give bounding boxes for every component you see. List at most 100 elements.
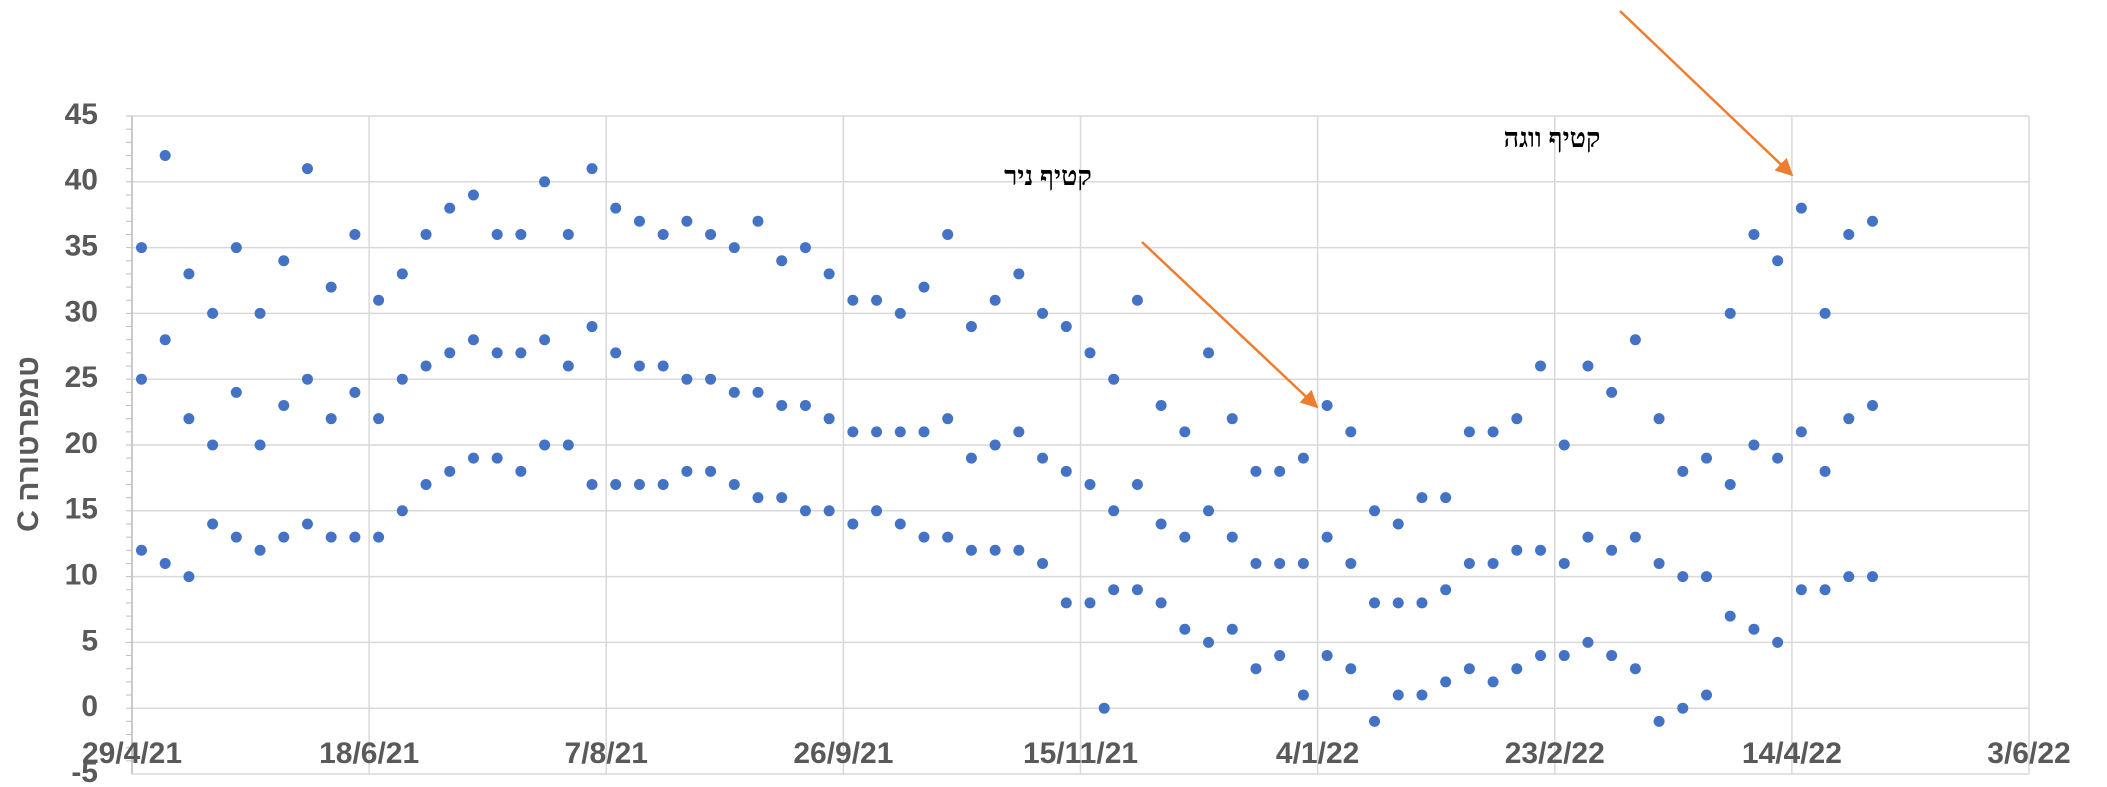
y-tick-label: 5 [81, 624, 98, 657]
y-tick-label: 25 [65, 361, 98, 394]
y-tick-label: 10 [65, 559, 98, 592]
point [894, 518, 906, 530]
point [705, 228, 717, 240]
point [1795, 426, 1807, 438]
point [1724, 478, 1736, 490]
point [1297, 557, 1309, 569]
point [1084, 347, 1096, 359]
point [1297, 452, 1309, 464]
point [230, 386, 242, 398]
point [1701, 571, 1713, 583]
point [467, 452, 479, 464]
point [847, 294, 859, 306]
point [1203, 505, 1215, 517]
point [610, 478, 622, 490]
point [539, 176, 551, 188]
point [918, 281, 930, 293]
point [159, 557, 171, 569]
point [1819, 584, 1831, 596]
point [491, 452, 503, 464]
point [1179, 531, 1191, 543]
arrow [1619, 10, 1794, 177]
x-tick-label: 7/8/21 [565, 737, 648, 770]
point [373, 531, 385, 543]
point [657, 228, 669, 240]
point [207, 439, 219, 451]
grid [126, 115, 2030, 775]
point [1392, 518, 1404, 530]
point [681, 465, 693, 477]
point [301, 163, 313, 175]
point [515, 347, 527, 359]
point [965, 452, 977, 464]
point [278, 255, 290, 267]
point [1606, 650, 1618, 662]
point [728, 386, 740, 398]
point [1060, 465, 1072, 477]
point [420, 478, 432, 490]
point [633, 360, 645, 372]
x-tick-label: 4/1/22 [1276, 737, 1359, 770]
point [1392, 689, 1404, 701]
y-tick-label: 0 [81, 690, 98, 723]
point [823, 268, 835, 280]
point [776, 400, 788, 412]
point [1297, 689, 1309, 701]
x-tick-label: 15/11/21 [1023, 737, 1138, 770]
point [1701, 452, 1713, 464]
point [396, 268, 408, 280]
point [752, 492, 764, 504]
point [183, 268, 195, 280]
point [1226, 531, 1238, 543]
arrow [1141, 241, 1319, 409]
point [1795, 584, 1807, 596]
point [823, 505, 835, 517]
point [1274, 557, 1286, 569]
point [1866, 215, 1878, 227]
point [1084, 597, 1096, 609]
point [373, 413, 385, 425]
x-tick-label: 3/6/22 [1987, 737, 2070, 770]
point [728, 478, 740, 490]
point [135, 242, 147, 254]
point [1013, 426, 1025, 438]
point [1819, 465, 1831, 477]
point [1274, 650, 1286, 662]
point [681, 215, 693, 227]
point [420, 228, 432, 240]
point [1819, 307, 1831, 319]
point [1582, 531, 1594, 543]
point [444, 202, 456, 214]
point [1653, 557, 1665, 569]
point [989, 439, 1001, 451]
point [1535, 360, 1547, 372]
point [1582, 636, 1594, 648]
point [1440, 584, 1452, 596]
point [1131, 584, 1143, 596]
point [1060, 321, 1072, 333]
point [610, 347, 622, 359]
point [1748, 623, 1760, 635]
point [1098, 702, 1110, 714]
point [325, 281, 337, 293]
point [1274, 465, 1286, 477]
point [1558, 650, 1570, 662]
y-tick-label: -5 [71, 756, 98, 787]
point [942, 228, 954, 240]
point [1250, 663, 1262, 675]
point [1321, 531, 1333, 543]
point [1155, 518, 1167, 530]
point [657, 478, 669, 490]
point [586, 163, 598, 175]
point [1629, 334, 1641, 346]
point [1250, 557, 1262, 569]
point [1653, 715, 1665, 727]
point [1060, 597, 1072, 609]
point [1558, 439, 1570, 451]
point [871, 505, 883, 517]
point [681, 373, 693, 385]
point [705, 465, 717, 477]
point [1037, 557, 1049, 569]
point [562, 360, 574, 372]
point [325, 413, 337, 425]
